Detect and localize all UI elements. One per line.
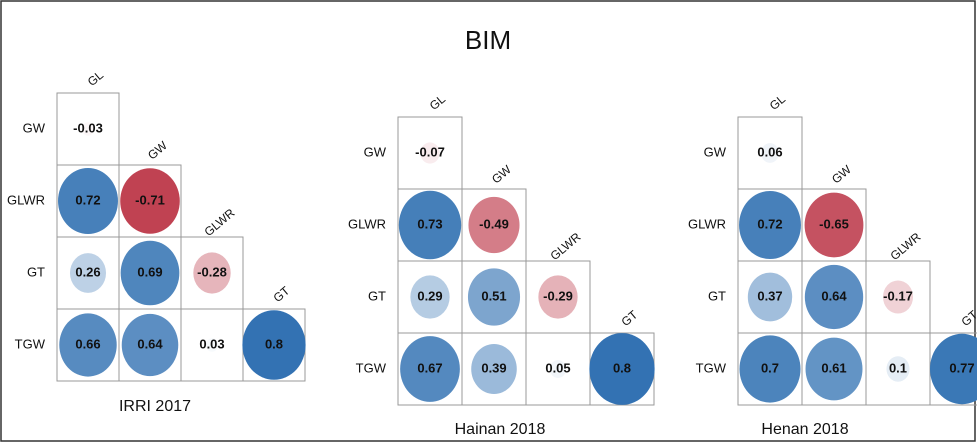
- correlation-circle: [193, 252, 231, 294]
- value-label: 0.06: [757, 144, 782, 159]
- value-label: -0.17: [883, 288, 913, 303]
- correlation-circle: [739, 335, 801, 403]
- correlation-circle: [804, 264, 864, 330]
- correlation-circle: [549, 360, 567, 378]
- correlation-circle: [58, 168, 118, 234]
- correlation-circle: [747, 272, 793, 322]
- value-label: 0.69: [137, 264, 162, 279]
- value-label: 0.05: [545, 360, 570, 375]
- row-label: GLWR: [7, 192, 45, 207]
- row-label: GLWR: [688, 216, 726, 231]
- correlation-circle: [120, 240, 180, 306]
- value-label: -0.29: [543, 288, 573, 303]
- row-label: GW: [704, 144, 727, 159]
- value-label: 0.37: [757, 288, 782, 303]
- correlation-circle: [538, 275, 578, 319]
- correlation-circle: [205, 338, 219, 352]
- row-label: TGW: [15, 336, 46, 351]
- value-label: -0.49: [479, 216, 509, 231]
- value-label: 0.8: [613, 360, 631, 375]
- panel-title: Henan 2018: [761, 421, 848, 438]
- value-label: 0.64: [137, 336, 163, 351]
- value-label: 0.61: [821, 360, 846, 375]
- correlation-circle: [929, 333, 977, 405]
- correlation-circle: [420, 142, 440, 164]
- value-label: -0.28: [197, 264, 227, 279]
- value-label: -0.71: [135, 192, 165, 207]
- correlation-circle: [81, 122, 95, 136]
- value-label: 0.8: [265, 336, 283, 351]
- correlation-circle: [739, 190, 801, 260]
- row-label: TGW: [696, 360, 727, 375]
- row-label: GT: [708, 288, 726, 303]
- value-label: 0.1: [889, 360, 907, 375]
- row-label: TGW: [356, 360, 387, 375]
- correlation-circle: [471, 343, 517, 395]
- figure-title: BIM: [465, 25, 511, 55]
- value-label: 0.66: [75, 336, 100, 351]
- correlation-circle: [400, 336, 460, 402]
- correlation-circle: [120, 168, 180, 234]
- value-label: 0.73: [417, 216, 442, 231]
- correlation-circle: [805, 337, 863, 401]
- correlation-circle: [804, 192, 864, 258]
- correlation-circle: [59, 313, 117, 377]
- correlation-circle: [242, 310, 306, 380]
- correlation-circle: [589, 333, 655, 405]
- panel-title: IRRI 2017: [119, 398, 191, 415]
- value-label: 0.64: [821, 288, 847, 303]
- correlation-circle: [761, 143, 779, 163]
- value-label: -0.65: [819, 216, 849, 231]
- value-label: -0.07: [415, 144, 445, 159]
- value-label: 0.77: [949, 360, 974, 375]
- row-label: GT: [27, 264, 45, 279]
- value-label: 0.39: [481, 360, 506, 375]
- correlation-circle: [886, 356, 910, 382]
- correlation-circle: [467, 268, 521, 326]
- row-label: GW: [364, 144, 387, 159]
- row-label: GT: [368, 288, 386, 303]
- correlation-circle: [882, 280, 914, 314]
- correlation-circle: [398, 190, 462, 260]
- row-label: GLWR: [348, 216, 386, 231]
- value-label: 0.29: [417, 288, 442, 303]
- value-label: 0.26: [75, 264, 100, 279]
- value-label: 0.7: [761, 360, 779, 375]
- panel-title: Hainan 2018: [455, 421, 546, 438]
- correlation-circle: [69, 253, 107, 293]
- correlation-circle: [410, 275, 450, 319]
- correlation-circle: [121, 313, 179, 377]
- row-label: GW: [23, 120, 46, 135]
- value-label: 0.67: [417, 360, 442, 375]
- value-label: 0.03: [199, 336, 224, 351]
- value-label: 0.51: [481, 288, 506, 303]
- value-label: 0.72: [757, 216, 782, 231]
- correlation-circle: [468, 196, 520, 254]
- value-label: -0.03: [73, 120, 103, 135]
- value-label: 0.72: [75, 192, 100, 207]
